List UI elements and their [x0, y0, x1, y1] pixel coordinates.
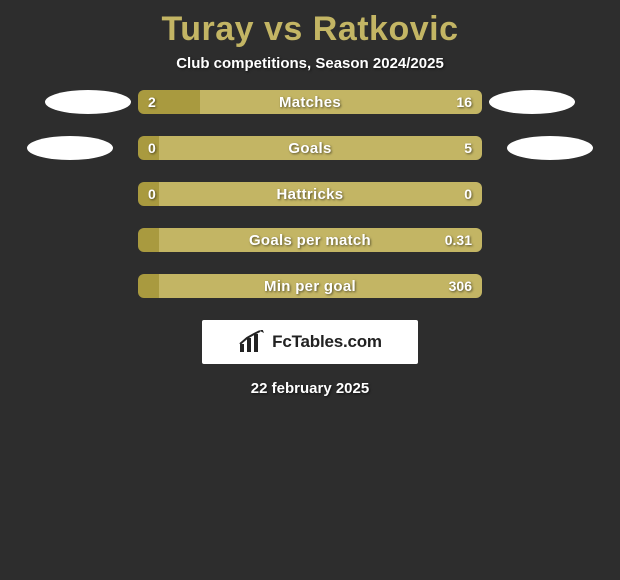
- comparison-row: 216Matches: [0, 90, 620, 114]
- bars-icon: [238, 330, 266, 354]
- jersey-right-slot: [482, 90, 582, 114]
- stat-bar: 216Matches: [138, 90, 482, 114]
- stat-bar: 306Min per goal: [138, 274, 482, 298]
- stat-bar: 0.31Goals per match: [138, 228, 482, 252]
- comparison-row: 0.31Goals per match: [0, 228, 620, 252]
- jersey-right-ellipse: [507, 136, 593, 160]
- page-title: Turay vs Ratkovic: [0, 0, 620, 55]
- jersey-left-slot: [20, 136, 120, 160]
- jersey-left-ellipse: [45, 90, 131, 114]
- stat-label: Matches: [138, 90, 482, 114]
- stat-bar: 05Goals: [138, 136, 482, 160]
- comparison-row: 05Goals: [0, 136, 620, 160]
- jersey-left-slot: [38, 90, 138, 114]
- stat-label: Min per goal: [138, 274, 482, 298]
- source-logo-text: FcTables.com: [272, 332, 382, 352]
- date-line: 22 february 2025: [0, 380, 620, 397]
- jersey-right-slot: [500, 136, 600, 160]
- stat-label: Goals: [138, 136, 482, 160]
- comparison-row: 306Min per goal: [0, 274, 620, 298]
- stat-bar: 00Hattricks: [138, 182, 482, 206]
- source-logo: FcTables.com: [202, 320, 418, 364]
- jersey-left-ellipse: [27, 136, 113, 160]
- comparison-rows: 216Matches 05Goals 00Hattricks 0.31Goals pe…: [0, 90, 620, 298]
- stat-label: Goals per match: [138, 228, 482, 252]
- stat-label: Hattricks: [138, 182, 482, 206]
- jersey-right-ellipse: [489, 90, 575, 114]
- comparison-row: 00Hattricks: [0, 182, 620, 206]
- page-subtitle: Club competitions, Season 2024/2025: [0, 55, 620, 90]
